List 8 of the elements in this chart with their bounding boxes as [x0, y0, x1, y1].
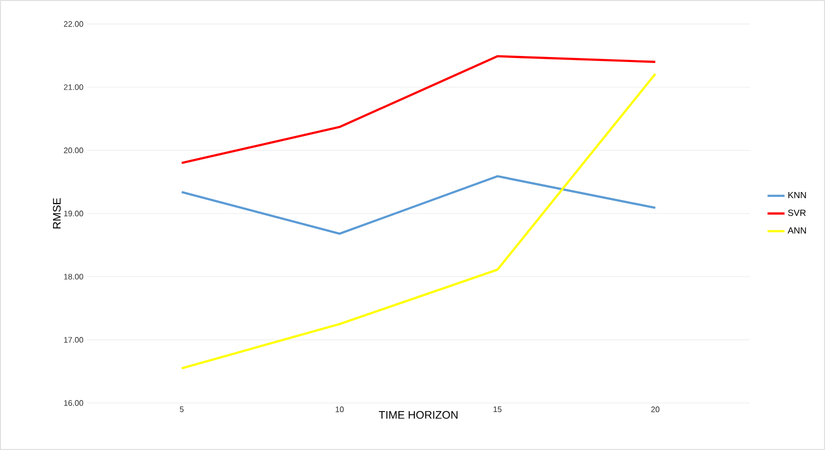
line-series — [180, 72, 656, 370]
line-series — [180, 55, 656, 164]
legend-label: SVR — [788, 210, 806, 216]
y-axis-title: RMSE — [52, 198, 61, 228]
x-axis-title: TIME HORIZON — [378, 411, 458, 419]
line-series — [180, 175, 656, 235]
legend-label: ANN — [788, 227, 806, 234]
legend-label: KNN — [788, 192, 806, 198]
